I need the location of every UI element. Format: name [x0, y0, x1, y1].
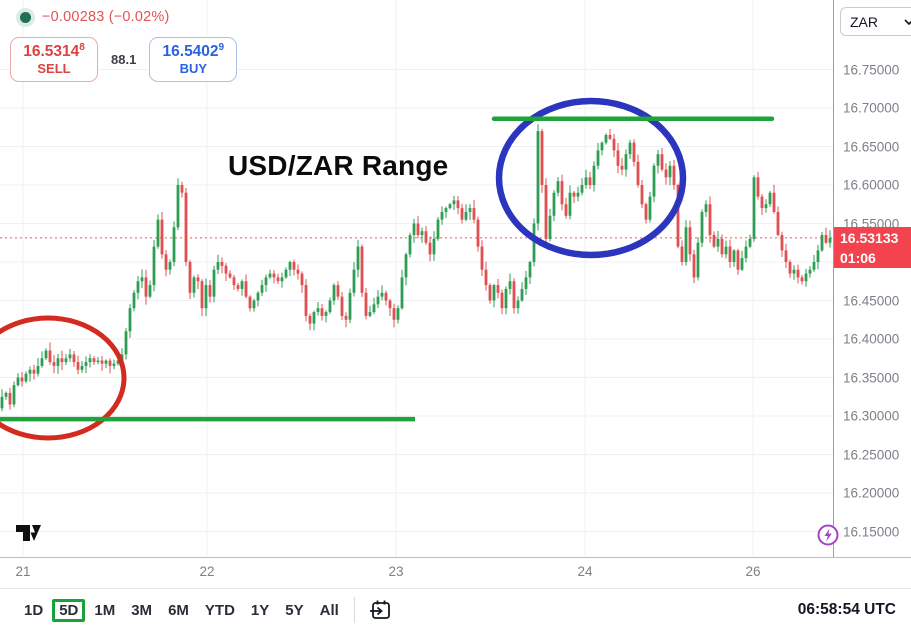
- red-ellipse-annotation: [0, 315, 127, 441]
- range-button-5y[interactable]: 5Y: [278, 599, 310, 622]
- price-axis-label: 16.40000: [843, 331, 900, 347]
- quote-panel: 16.53148 SELL 88.1 16.54029 BUY: [10, 37, 238, 83]
- currency-label: ZAR: [850, 13, 878, 30]
- bar-countdown: 01:06: [840, 249, 876, 266]
- range-button-5d[interactable]: 5D: [52, 598, 86, 622]
- currency-dropdown[interactable]: ZAR: [840, 7, 911, 36]
- price-axis-label: 16.60000: [843, 177, 900, 193]
- session-clock[interactable]: 06:58:54 UTC: [797, 601, 896, 618]
- price-axis-label: 16.15000: [843, 524, 900, 539]
- price-axis-label: 16.65000: [843, 139, 900, 154]
- price-axis-label: 16.70000: [843, 100, 900, 116]
- spread-value: 88.1: [111, 52, 137, 68]
- chevron-down-icon: [904, 18, 911, 25]
- sell-label: SELL: [37, 61, 71, 77]
- range-button-ytd[interactable]: YTD: [198, 599, 242, 622]
- tradingview-logo[interactable]: [14, 521, 50, 545]
- price-axis[interactable]: ZAR 16.75000 16.70000 16.65000 16.60000 16.5…: [833, 0, 911, 588]
- candles: [0, 124, 832, 412]
- price-change-text: −0.00283 (−0.02%): [42, 9, 170, 25]
- time-axis-label: 24: [577, 564, 593, 579]
- time-axis-label: 23: [388, 564, 404, 579]
- time-axis-label: 21: [15, 564, 31, 579]
- chart-annotation-title: USD/ZAR Range: [228, 150, 449, 181]
- buy-label: BUY: [179, 61, 208, 77]
- buy-button[interactable]: 16.54029 BUY: [149, 37, 238, 83]
- toolbar-divider: [353, 597, 355, 623]
- market-status-icon: [20, 11, 31, 23]
- price-axis-label: 16.30000: [843, 408, 900, 424]
- price-axis-label: 16.35000: [843, 370, 900, 385]
- price-axis-label: 16.75000: [843, 62, 900, 77]
- range-button-6m[interactable]: 6M: [161, 599, 196, 622]
- price-axis-label: 16.45000: [843, 293, 900, 308]
- blue-ellipse-annotation: [495, 97, 687, 259]
- go-to-date-button[interactable]: [366, 596, 395, 625]
- ticker-change-row: −0.00283 (−0.02%): [20, 9, 170, 25]
- range-button-1y[interactable]: 1Y: [244, 599, 276, 622]
- price-axis-label: 16.20000: [843, 485, 900, 501]
- range-button-3m[interactable]: 3M: [124, 599, 159, 622]
- realtime-flash-icon[interactable]: [817, 524, 839, 551]
- time-axis-label: 26: [745, 564, 761, 579]
- range-button-1m[interactable]: 1M: [87, 599, 122, 622]
- time-axis[interactable]: 21 22 23 24 26: [0, 557, 911, 588]
- last-price-badge: 16.53133 01:06: [834, 227, 911, 268]
- price-axis-label: 16.25000: [843, 447, 900, 462]
- bottom-toolbar: 1D 5D 1M 3M 6M YTD 1Y 5Y All 06:58:54 UTC: [0, 588, 911, 631]
- time-axis-label: 22: [199, 564, 215, 579]
- range-button-all[interactable]: All: [313, 599, 346, 622]
- chart-plot-area[interactable]: [0, 0, 833, 557]
- last-price-value: 16.53133: [840, 230, 899, 246]
- sell-button[interactable]: 16.53148 SELL: [10, 37, 98, 83]
- sell-price: 16.53148: [23, 42, 85, 61]
- range-button-1d[interactable]: 1D: [17, 599, 50, 622]
- calendar-goto-icon: [369, 600, 390, 619]
- buy-price: 16.54029: [162, 42, 225, 61]
